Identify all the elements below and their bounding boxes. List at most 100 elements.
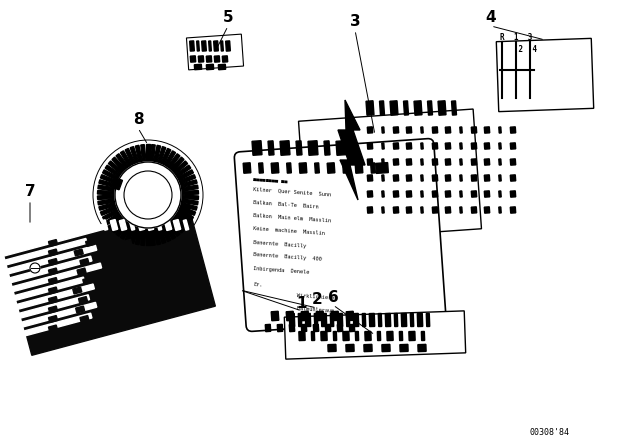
- Bar: [186, 34, 244, 70]
- Bar: [79, 297, 88, 303]
- Bar: [471, 175, 477, 181]
- Bar: [181, 190, 198, 195]
- Bar: [378, 314, 381, 327]
- Bar: [460, 127, 462, 133]
- Bar: [83, 278, 92, 284]
- Bar: [110, 220, 118, 230]
- Bar: [496, 39, 594, 112]
- Bar: [100, 175, 118, 184]
- Bar: [0, 313, 92, 344]
- Text: Wirklichieren: Wirklichieren: [253, 290, 337, 301]
- Text: Keine  machine  Masslin: Keine machine Masslin: [253, 226, 325, 236]
- Bar: [471, 127, 477, 133]
- Bar: [136, 227, 143, 245]
- Bar: [116, 154, 129, 169]
- Bar: [0, 256, 92, 287]
- Bar: [130, 226, 139, 243]
- Bar: [119, 220, 127, 230]
- Circle shape: [30, 263, 40, 273]
- Bar: [161, 148, 171, 165]
- Bar: [362, 314, 365, 327]
- Bar: [296, 141, 302, 155]
- Bar: [301, 324, 307, 332]
- Bar: [195, 64, 202, 70]
- Bar: [460, 159, 462, 165]
- Bar: [141, 228, 146, 246]
- Bar: [180, 180, 197, 188]
- Bar: [86, 240, 95, 246]
- Bar: [394, 207, 399, 213]
- Bar: [147, 220, 154, 230]
- Text: Kilner  Quer Senite  Sunn: Kilner Quer Senite Sunn: [253, 186, 332, 197]
- Bar: [420, 127, 423, 133]
- Bar: [105, 212, 121, 225]
- Bar: [175, 165, 191, 178]
- Bar: [428, 101, 433, 115]
- Bar: [102, 220, 108, 230]
- Bar: [38, 220, 45, 230]
- Bar: [125, 148, 136, 165]
- Bar: [136, 145, 143, 163]
- Bar: [343, 332, 349, 340]
- Bar: [451, 101, 456, 115]
- Bar: [183, 220, 189, 230]
- Bar: [298, 314, 301, 327]
- Bar: [98, 185, 115, 191]
- Bar: [120, 223, 132, 239]
- Bar: [355, 332, 358, 340]
- Bar: [180, 185, 198, 191]
- Bar: [179, 206, 196, 215]
- Bar: [414, 101, 422, 115]
- Text: Balkon  Main elm  Masslin: Balkon Main elm Masslin: [253, 212, 332, 223]
- Bar: [445, 175, 451, 181]
- Text: 2  4: 2 4: [500, 45, 537, 54]
- Bar: [177, 209, 193, 220]
- Bar: [120, 151, 132, 167]
- Text: 5: 5: [223, 10, 234, 26]
- Bar: [484, 207, 490, 213]
- Bar: [172, 215, 188, 229]
- Bar: [97, 195, 115, 199]
- Bar: [432, 159, 438, 165]
- Bar: [387, 332, 393, 340]
- Bar: [499, 191, 501, 197]
- Bar: [65, 220, 73, 230]
- Bar: [289, 324, 295, 332]
- Bar: [445, 191, 451, 197]
- Bar: [484, 127, 490, 133]
- Bar: [112, 157, 126, 172]
- Bar: [471, 143, 477, 149]
- Bar: [289, 314, 295, 327]
- Bar: [355, 163, 363, 173]
- Circle shape: [93, 140, 203, 250]
- Bar: [510, 159, 516, 165]
- Bar: [190, 56, 196, 62]
- Bar: [471, 191, 477, 197]
- Bar: [180, 199, 198, 205]
- Bar: [49, 325, 58, 332]
- Bar: [382, 207, 384, 213]
- Bar: [181, 195, 198, 199]
- Bar: [265, 324, 271, 332]
- Bar: [77, 268, 86, 275]
- Bar: [76, 220, 81, 230]
- Bar: [420, 143, 423, 149]
- Bar: [445, 143, 451, 149]
- Bar: [510, 207, 516, 213]
- Bar: [218, 64, 226, 70]
- Bar: [298, 109, 481, 241]
- Bar: [305, 314, 311, 327]
- Text: 4: 4: [486, 10, 496, 26]
- Bar: [99, 202, 116, 210]
- Bar: [0, 284, 94, 316]
- Bar: [76, 306, 84, 313]
- Bar: [206, 64, 214, 70]
- Bar: [49, 315, 58, 323]
- Bar: [403, 101, 408, 115]
- Bar: [432, 143, 438, 149]
- Bar: [445, 207, 451, 213]
- Bar: [4, 205, 215, 355]
- Bar: [484, 159, 490, 165]
- Bar: [346, 314, 349, 327]
- Bar: [406, 159, 412, 165]
